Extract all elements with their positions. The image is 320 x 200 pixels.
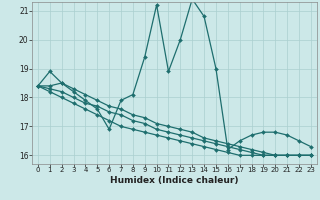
- X-axis label: Humidex (Indice chaleur): Humidex (Indice chaleur): [110, 176, 239, 185]
